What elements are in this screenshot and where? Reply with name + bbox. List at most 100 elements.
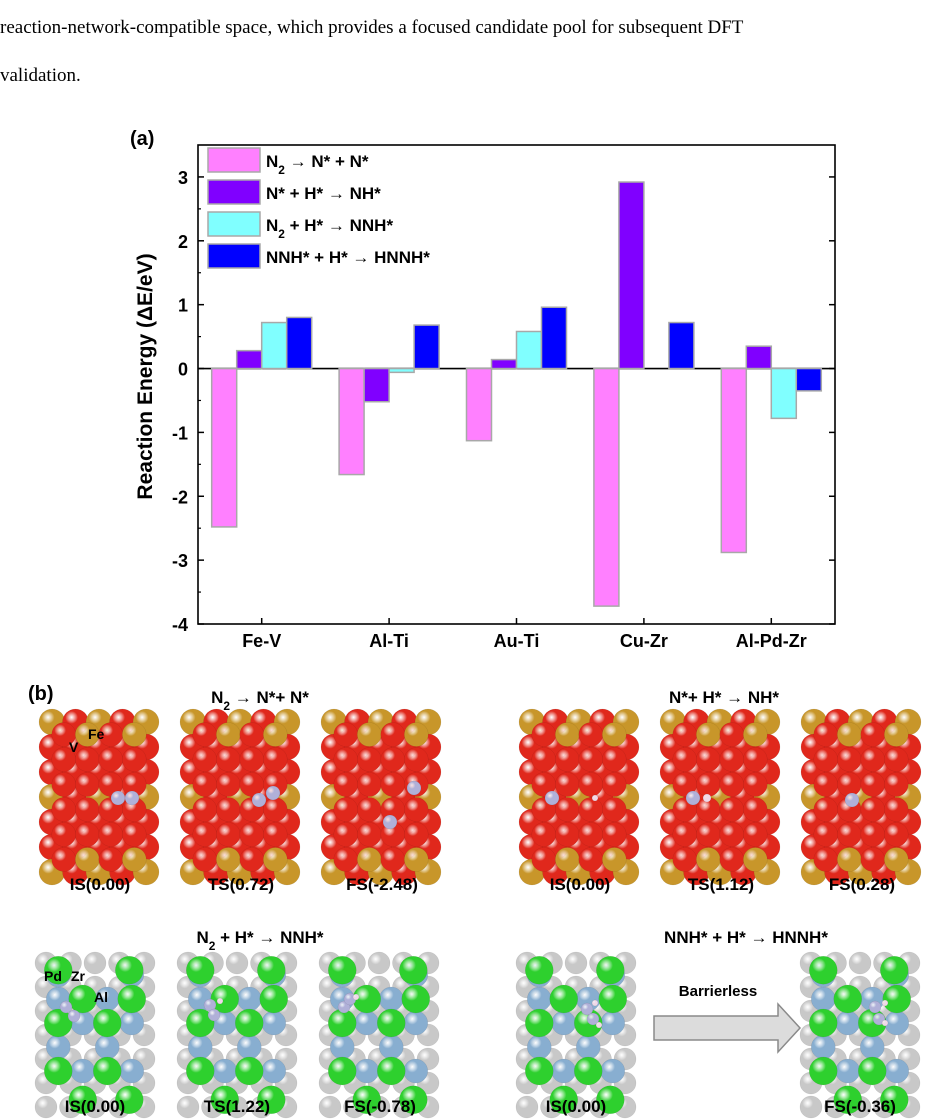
legend-swatch	[207, 147, 261, 173]
subsurface-atom	[333, 797, 358, 822]
subsurface-atom	[696, 822, 721, 847]
subsurface-atom	[719, 797, 744, 822]
subsurface-atom	[884, 772, 909, 797]
al-pd-zr-slab	[176, 951, 298, 1119]
subsurface-atom	[555, 797, 580, 822]
zr-atom	[880, 1085, 909, 1115]
state-label: IS(0.00)	[65, 1097, 125, 1116]
subsurface-atom	[743, 772, 768, 797]
legend-label: N2 + H* → NNH*	[266, 216, 393, 241]
x-tick-label: Au-Ti	[494, 631, 540, 651]
x-tick-label: Al-Ti	[369, 631, 409, 651]
subsurface-atom	[333, 747, 358, 772]
zr-atom	[328, 1056, 357, 1086]
zr-atom	[525, 955, 554, 985]
pd-atom	[515, 1095, 539, 1119]
subsurface-atom	[555, 822, 580, 847]
subsurface-atom	[813, 722, 838, 747]
zr-atom	[833, 1085, 862, 1115]
subsurface-atom	[333, 722, 358, 747]
bar	[490, 358, 518, 370]
bar	[388, 367, 415, 374]
state-label: IS(0.00)	[546, 1097, 606, 1116]
bar	[363, 367, 390, 403]
pd-atom	[225, 951, 249, 975]
pd-atom	[799, 1095, 823, 1119]
n-atom	[844, 792, 860, 808]
bar-chart: (a) 3 2 1 0 -1 -2 -3 -4 Reaction Energy (ΔE/eV) Fe…	[130, 128, 836, 651]
subsurface-atom	[98, 847, 123, 872]
n-atom	[382, 814, 398, 830]
n-atom	[685, 790, 701, 806]
h-atom	[595, 1021, 603, 1029]
subsurface-atom	[51, 772, 76, 797]
n-atom	[872, 1012, 886, 1026]
subsurface-atom	[837, 722, 862, 747]
bar	[235, 349, 263, 370]
subsurface-atom	[216, 822, 241, 847]
subsurface-atom	[75, 747, 100, 772]
zr-atom	[186, 955, 215, 985]
subsurface-atom	[837, 822, 862, 847]
al-atom	[884, 1010, 909, 1036]
zr-atom	[328, 1008, 357, 1038]
zr-atom	[352, 1085, 381, 1115]
panel-a-label: (a)	[130, 128, 154, 150]
subsurface-atom	[696, 847, 721, 872]
al-atom	[551, 1058, 576, 1084]
zr-atom	[235, 1056, 264, 1086]
subsurface-atom	[696, 772, 721, 797]
subsurface-atom	[743, 747, 768, 772]
subsurface-atom	[884, 747, 909, 772]
zr-atom	[257, 955, 286, 985]
subsurface-atom	[813, 797, 838, 822]
n-atom	[586, 1012, 600, 1026]
state-label: FS(-2.48)	[346, 875, 418, 894]
subsurface-atom	[837, 747, 862, 772]
subsurface-atom	[357, 772, 382, 797]
n-atom	[544, 790, 560, 806]
subsurface-atom	[602, 747, 627, 772]
subsurface-atom	[672, 747, 697, 772]
h-atom	[216, 997, 224, 1005]
reaction-title-nnh: N2 + H* → NNH*	[196, 928, 323, 953]
subsurface-atom	[192, 822, 217, 847]
fe-v-slab	[518, 708, 640, 886]
fe-v-slab	[38, 708, 160, 886]
zr-atom	[44, 1056, 73, 1086]
pd-atom	[34, 1095, 58, 1119]
legend-swatch	[207, 243, 261, 269]
subsurface-atom	[98, 747, 123, 772]
al-atom	[354, 1010, 379, 1036]
subsurface-atom	[404, 822, 429, 847]
h-atom	[591, 794, 599, 802]
subsurface-atom	[860, 722, 885, 747]
zr-atom	[44, 955, 73, 985]
y-tick-label: -3	[172, 551, 188, 571]
al-pd-zr-slab	[318, 951, 440, 1119]
subsurface-atom	[743, 822, 768, 847]
h-atom	[702, 793, 712, 803]
n-atom	[265, 785, 281, 801]
subsurface-atom	[719, 722, 744, 747]
y-tick-label: 1	[178, 296, 188, 316]
subsurface-atom	[333, 822, 358, 847]
subsurface-atom	[239, 747, 264, 772]
al-atom	[835, 1010, 860, 1036]
zr-atom	[115, 955, 144, 985]
state-label: FS(0.28)	[829, 875, 895, 894]
subsurface-atom	[743, 847, 768, 872]
h-atom	[591, 999, 599, 1007]
barrierless-arrow	[653, 1002, 802, 1054]
n-atom	[124, 790, 140, 806]
bar	[745, 345, 773, 370]
subsurface-atom	[602, 847, 627, 872]
subsurface-atom	[192, 772, 217, 797]
legend-swatch	[207, 211, 261, 237]
zr-atom	[399, 1085, 428, 1115]
fe-v-slab	[659, 708, 781, 886]
pd-atom	[83, 951, 107, 975]
subsurface-atom	[333, 847, 358, 872]
y-axis-label: Reaction Energy (ΔE/eV)	[134, 253, 157, 499]
subsurface-atom	[122, 722, 147, 747]
